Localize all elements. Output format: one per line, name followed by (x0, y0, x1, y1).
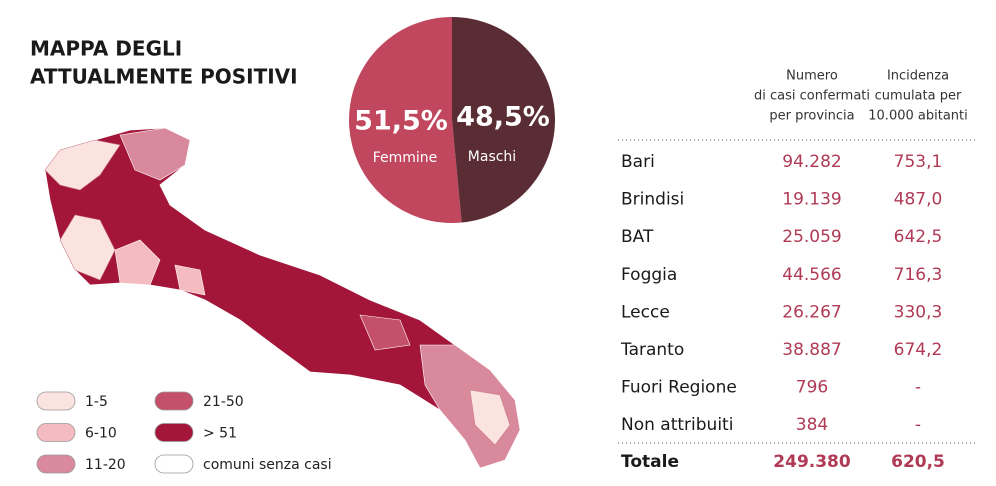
row-label: Brindisi (621, 190, 684, 210)
table-value: 249.380 (773, 452, 851, 472)
pie-slice (348, 17, 462, 223)
legend-swatch (154, 454, 194, 474)
legend-swatch (154, 391, 194, 411)
pie-chart: 51,5% Femmine 48,5% Maschi (348, 17, 555, 223)
column-header: Numero (786, 69, 838, 84)
legend-swatch (154, 423, 194, 442)
table-value: 26.267 (782, 302, 841, 322)
table-value: 25.059 (782, 227, 841, 247)
legend-label: 21-50 (203, 394, 244, 410)
row-label: Fuori Regione (621, 378, 737, 398)
table-value: 487,0 (894, 190, 943, 210)
column-header: per provincia (769, 109, 854, 124)
row-label: Non attribuiti (621, 415, 733, 435)
table-value: 674,2 (894, 340, 943, 360)
column-header: Incidenza (887, 69, 949, 84)
row-label: Bari (621, 152, 655, 172)
map-area (44, 139, 121, 191)
table-value: 642,5 (894, 227, 943, 247)
pie-slice (452, 17, 555, 223)
slice-label: Femmine (373, 150, 438, 166)
table-value: 330,3 (894, 302, 943, 322)
column-header: 10.000 abitanti (868, 109, 967, 124)
table-value: 19.139 (782, 190, 841, 210)
legend-swatch (36, 391, 76, 411)
title-line: MAPPA DEGLI (30, 37, 182, 61)
legend-label: 11-20 (85, 457, 126, 473)
slice-label: Maschi (468, 149, 516, 165)
map-area (174, 264, 206, 296)
title: MAPPA DEGLI ATTUALMENTE POSITIVI (30, 37, 298, 89)
slice-value-label: 51,5% (354, 106, 448, 137)
map-area (114, 239, 161, 286)
table-value: - (915, 378, 921, 398)
map-area (359, 314, 411, 351)
column-header: di casi confermati (754, 89, 870, 104)
table-value: 753,1 (894, 152, 943, 172)
row-label: Taranto (620, 340, 684, 360)
table-value: 44.566 (782, 265, 841, 285)
legend-label: 1-5 (85, 394, 108, 410)
table-value: 94.282 (782, 152, 841, 172)
legend-swatch (36, 423, 76, 442)
legend-label: 6-10 (85, 426, 117, 442)
table-value: 716,3 (894, 265, 943, 285)
map-area (119, 127, 191, 181)
row-label: Foggia (621, 265, 677, 285)
legend-swatch (36, 454, 76, 474)
slice-value-label: 48,5% (456, 102, 550, 133)
title-line: ATTUALMENTE POSITIVI (30, 65, 298, 89)
map (44, 127, 521, 469)
table: Numero di casi confermati per provincia Inc… (618, 69, 978, 472)
legend: 1-5 6-10 11-20 21-50 > 51 comuni senza casi (36, 391, 332, 474)
column-header: cumulata per (875, 89, 962, 104)
legend-label: comuni senza casi (203, 457, 332, 473)
table-value: 384 (796, 415, 828, 435)
table-value: 796 (796, 378, 828, 398)
row-label: Totale (621, 452, 679, 472)
table-value: - (915, 415, 921, 435)
table-value: 38.887 (782, 340, 841, 360)
row-label: Lecce (621, 302, 670, 322)
map-area (469, 389, 511, 446)
legend-label: > 51 (203, 426, 237, 442)
table-value: 620,5 (891, 452, 945, 472)
row-label: BAT (621, 227, 654, 247)
